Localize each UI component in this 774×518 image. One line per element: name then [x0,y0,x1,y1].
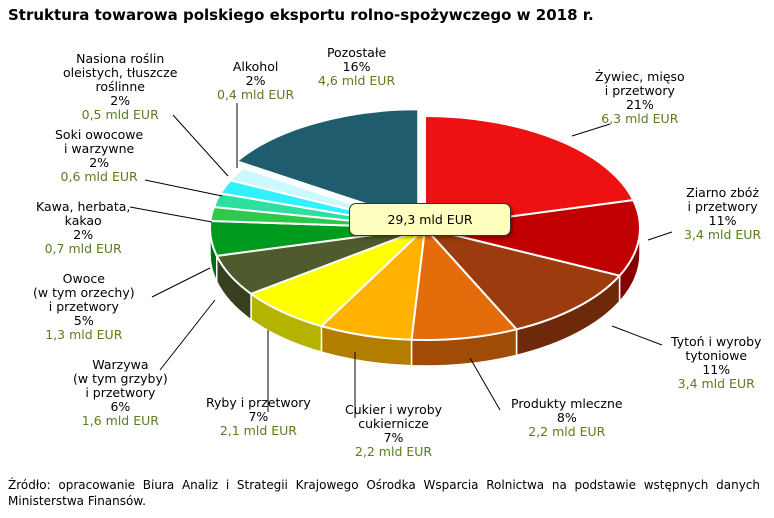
leader-line [571,123,611,137]
slice-percent: 11% [702,362,731,377]
slice-amount: 2,2 mld EUR [528,424,606,439]
slice-label: Soki owocowe i warzywne 2% 0,6 mld EUR [55,128,143,184]
slice-amount: 2,2 mld EUR [354,444,433,459]
pie-slice [234,108,420,223]
slice-amount: 0,6 mld EUR [60,169,138,184]
chart-title: Struktura towarowa polskiego eksportu ro… [8,6,594,24]
slice-percent: 11% [708,213,737,228]
slice-percent: 2% [110,93,131,108]
slice-amount: 0,7 mld EUR [44,241,122,256]
leader-line [469,357,501,411]
slice-amount: 3,4 mld EUR [677,376,755,391]
slice-label: Produkty mleczne 8% 2,2 mld EUR [511,397,623,439]
slice-name: Produkty mleczne [511,396,623,411]
slice-name: (w tym orzechy) [33,285,135,300]
slice-name: (w tym grzyby) [73,371,168,386]
slice-name: roślinne [95,79,145,94]
slice-name: Żywiec, mięso [595,69,685,84]
slice-name: i przetwory [85,385,156,400]
slice-label: Nasiona roślin oleistych, tłuszcze roślinn… [63,52,177,122]
pie-slice [424,199,641,277]
pie-depth-layer [209,227,641,367]
leader-line [129,206,213,223]
source-note: Źródło: opracowanie Biura Analiz i Strat… [8,478,760,508]
slice-amount: 1,3 mld EUR [45,327,123,342]
slice-label: Owoce (w tym orzechy) i przetwory 5% 1,3 mld… [33,272,135,342]
slice-name: Pozostałe [326,45,387,60]
slice-label: Alkohol 2% 0,4 mld EUR [217,60,294,102]
slice-percent: 8% [556,410,577,425]
slice-name: Ziarno zbóż [686,185,760,200]
pie-slice [422,226,622,331]
slice-percent: 7% [383,430,404,445]
slice-label: Kawa, herbata, kakao 2% 0,7 mld EUR [36,200,130,256]
slice-name: Owoce [62,271,105,286]
slice-amount: 0,5 mld EUR [81,107,159,122]
slice-percent: 6% [110,399,131,414]
slice-percent: 7% [248,409,269,424]
total-value-box: 29,3 mld EUR [349,203,511,236]
pie-slices-layer [209,108,641,341]
slice-name: Cukier i wyroby [345,402,443,417]
slice-label: Ziarno zbóż i przetwory 11% 3,4 mld EUR [684,186,761,242]
leader-line [151,267,211,298]
slice-name: i przetwory [687,199,758,214]
leader-lines-layer [129,103,673,418]
slice-name: tytoniowe [685,348,748,363]
slice-name: i przetwory [48,299,119,314]
slice-name: Kawa, herbata, [36,199,131,214]
pie-chart [129,103,673,418]
leader-line [172,114,229,177]
slice-name: cukiernicze [358,416,429,431]
pie-slice [424,114,635,230]
slice-name: Warzywa [92,357,149,372]
slice-label: Ryby i przetwory 7% 2,1 mld EUR [206,396,311,438]
slice-label: Warzywa (w tym grzyby) i przetwory 6% 1,6 ml… [73,358,168,428]
slice-amount: 6,3 mld EUR [601,111,679,126]
leader-line [159,299,216,371]
slice-name: kakao [64,213,102,228]
leader-line [611,325,663,346]
slice-label: Tytoń i wyroby tytoniowe 11% 3,4 mld EUR [671,335,761,391]
slice-name: Tytoń i wyroby [671,334,762,349]
slice-label: Żywiec, mięso i przetwory 21% 6,3 mld EUR [595,70,685,126]
slice-percent: 21% [625,97,654,112]
slice-name: Soki owocowe [55,127,144,142]
slice-amount: 3,4 mld EUR [684,227,762,242]
pie-slice [410,225,519,341]
slice-percent: 5% [73,313,94,328]
slice-amount: 0,4 mld EUR [217,87,295,102]
slice-amount: 2,1 mld EUR [219,423,297,438]
slice-percent: 2% [245,73,266,88]
slice-name: Ryby i przetwory [206,395,311,410]
slice-name: Alkohol [232,59,279,74]
slice-name: oleistych, tłuszcze [63,65,178,80]
slice-name: Nasiona roślin [76,51,165,66]
leader-line [647,231,673,241]
slice-name: i przetwory [604,83,675,98]
slice-percent: 2% [73,227,94,242]
slice-amount: 1,6 mld EUR [81,413,159,428]
slice-percent: 16% [342,59,371,74]
slice-label: Cukier i wyroby cukiernicze 7% 2,2 mld EUR [345,403,442,459]
slice-name: i warzywne [63,141,135,156]
slice-label: Pozostałe 16% 4,6 mld EUR [318,46,395,88]
slice-amount: 4,6 mld EUR [318,73,396,88]
slice-percent: 2% [89,155,110,170]
leader-line [144,179,223,197]
